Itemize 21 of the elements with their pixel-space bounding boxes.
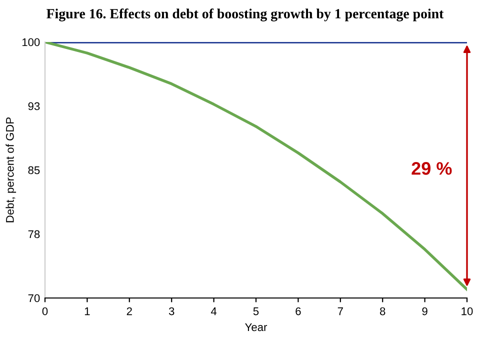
x-axis-title: Year: [245, 323, 268, 332]
chart-title: Figure 16. Effects on debt of boosting growth by 1 percentage point: [46, 8, 444, 22]
y-axis-title: Debt, percent of GDP: [6, 117, 16, 222]
annotation: 29 %: [412, 162, 452, 175]
x-tick-label: 0: [42, 307, 48, 316]
x-tick-label: 6: [296, 307, 301, 316]
x-tick-label: 2: [126, 307, 132, 316]
x-tick-label: 7: [338, 307, 343, 316]
y-tick-label: 93: [28, 102, 40, 110]
y-tick-label: 78: [28, 230, 40, 238]
x-tick-label: 5: [253, 307, 259, 316]
x-tick-label: 10: [462, 307, 473, 316]
y-tick-label: 70: [28, 294, 40, 302]
x-tick-label: 9: [422, 307, 428, 316]
y-tick-label: 100: [22, 38, 40, 46]
x-tick-label: 4: [210, 307, 217, 316]
x-tick-label: 1: [84, 307, 90, 316]
x-tick-label: 3: [168, 307, 174, 316]
y-tick-label: 85: [28, 166, 40, 174]
line-series: [45, 42, 467, 291]
x-tick-label: 8: [380, 307, 386, 316]
